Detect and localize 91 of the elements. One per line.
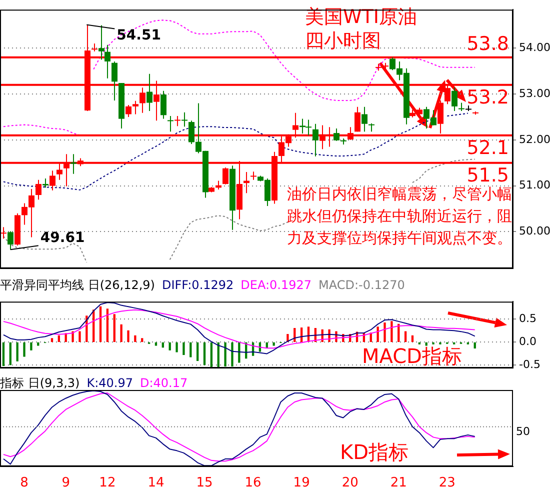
series-label: D:40.17 — [140, 376, 188, 390]
x-tick-label: 12 — [99, 476, 116, 491]
bar — [141, 338, 144, 342]
bar — [127, 330, 130, 342]
text: 50 — [516, 425, 531, 438]
y-tick-label: 0.5 — [519, 312, 536, 325]
bar — [203, 342, 206, 366]
y-tick-label: 53.00 — [519, 86, 550, 100]
bar — [384, 322, 386, 342]
series-label: DIFF:0.1292 — [162, 278, 234, 292]
candlestick — [222, 166, 228, 185]
candlestick — [160, 90, 166, 120]
text: 四小时图 — [305, 29, 381, 54]
chart-title: 指标 日(9,3,3) — [0, 376, 80, 390]
bar — [106, 308, 109, 342]
candlestick — [458, 102, 464, 112]
bar — [196, 342, 199, 361]
x-tick-label: 9 — [62, 476, 70, 491]
x-tick-label: 8 — [20, 476, 28, 491]
bar — [404, 331, 407, 342]
annotation: KD指标 — [340, 440, 410, 464]
bar — [16, 342, 18, 362]
candlestick — [354, 106, 360, 132]
x-tick-label: 14 — [148, 476, 164, 491]
bar — [224, 342, 226, 366]
ref-line-label: 51.5 — [466, 164, 509, 186]
bar — [168, 342, 171, 350]
y-tick-label: 51.00 — [519, 178, 550, 192]
candlestick — [188, 120, 194, 145]
candlestick — [250, 171, 256, 180]
candlestick — [0, 226, 6, 240]
x-tick-label: 16 — [244, 476, 262, 491]
y-tick-label: 52.00 — [519, 132, 550, 146]
candlestick — [146, 73, 152, 112]
candlestick — [174, 116, 180, 127]
candlestick — [98, 24, 104, 60]
bar — [182, 342, 185, 355]
y-tick-label: 54.00 — [519, 41, 550, 54]
y-tick-label: 50.00 — [519, 224, 550, 238]
bar — [176, 342, 178, 352]
bar — [113, 314, 116, 342]
bar — [134, 335, 136, 342]
annotation: MACD指标 — [362, 344, 463, 368]
bar — [50, 338, 54, 342]
chart-title: 平滑异同平均线 日(26,12,9) — [0, 278, 155, 292]
candlestick — [104, 44, 110, 79]
bar — [376, 326, 379, 342]
bar — [190, 342, 192, 358]
y-tick-label: 0.0 — [519, 335, 536, 348]
bar — [30, 342, 32, 350]
candlestick — [182, 112, 188, 128]
candlestick — [312, 123, 318, 157]
x-tick-label: 20 — [342, 476, 358, 491]
x-tick-label: 21 — [390, 476, 407, 491]
candlestick — [92, 43, 98, 52]
text: DEA:0.1927 — [240, 278, 312, 292]
annotation: 油价日内依旧窄幅震荡，尽管小幅跳水但仍保持在中轨附近运行，阻力及支撑位均保持午间观点不变。 — [287, 184, 513, 249]
ref-line-label: 53.8 — [466, 32, 509, 55]
x-tick-label: 19 — [293, 476, 310, 491]
bar — [9, 342, 12, 366]
ref-line-label: 53.2 — [466, 86, 509, 108]
candlestick — [70, 154, 76, 174]
bar — [120, 324, 122, 342]
candlestick — [168, 116, 174, 132]
text: MACD:-0.1270 — [318, 278, 405, 292]
candlestick — [112, 60, 118, 101]
candlestick — [42, 178, 48, 188]
bar — [411, 335, 414, 342]
candlestick — [36, 179, 42, 200]
candlestick — [126, 104, 132, 118]
bar — [78, 331, 81, 342]
candlestick — [452, 87, 458, 112]
candlestick — [334, 128, 340, 142]
x-tick-label: 15 — [196, 476, 213, 491]
candlestick — [8, 230, 14, 250]
bar — [23, 342, 26, 357]
annotation: 54.51 — [116, 27, 161, 44]
bar — [2, 342, 5, 366]
bar — [474, 342, 476, 348]
bar — [231, 342, 234, 366]
bar — [99, 306, 102, 342]
candlestick — [362, 106, 368, 132]
candlestick — [132, 100, 138, 115]
bar — [390, 321, 393, 342]
annotation: 49.61 — [40, 230, 85, 246]
ref-line-label: 52.1 — [466, 136, 509, 159]
y-tick-label: -0.5 — [519, 358, 540, 372]
candlestick — [50, 170, 56, 191]
bar — [58, 335, 60, 342]
x-tick-label: 23 — [438, 476, 456, 491]
series-label: K:40.97 — [86, 376, 133, 390]
